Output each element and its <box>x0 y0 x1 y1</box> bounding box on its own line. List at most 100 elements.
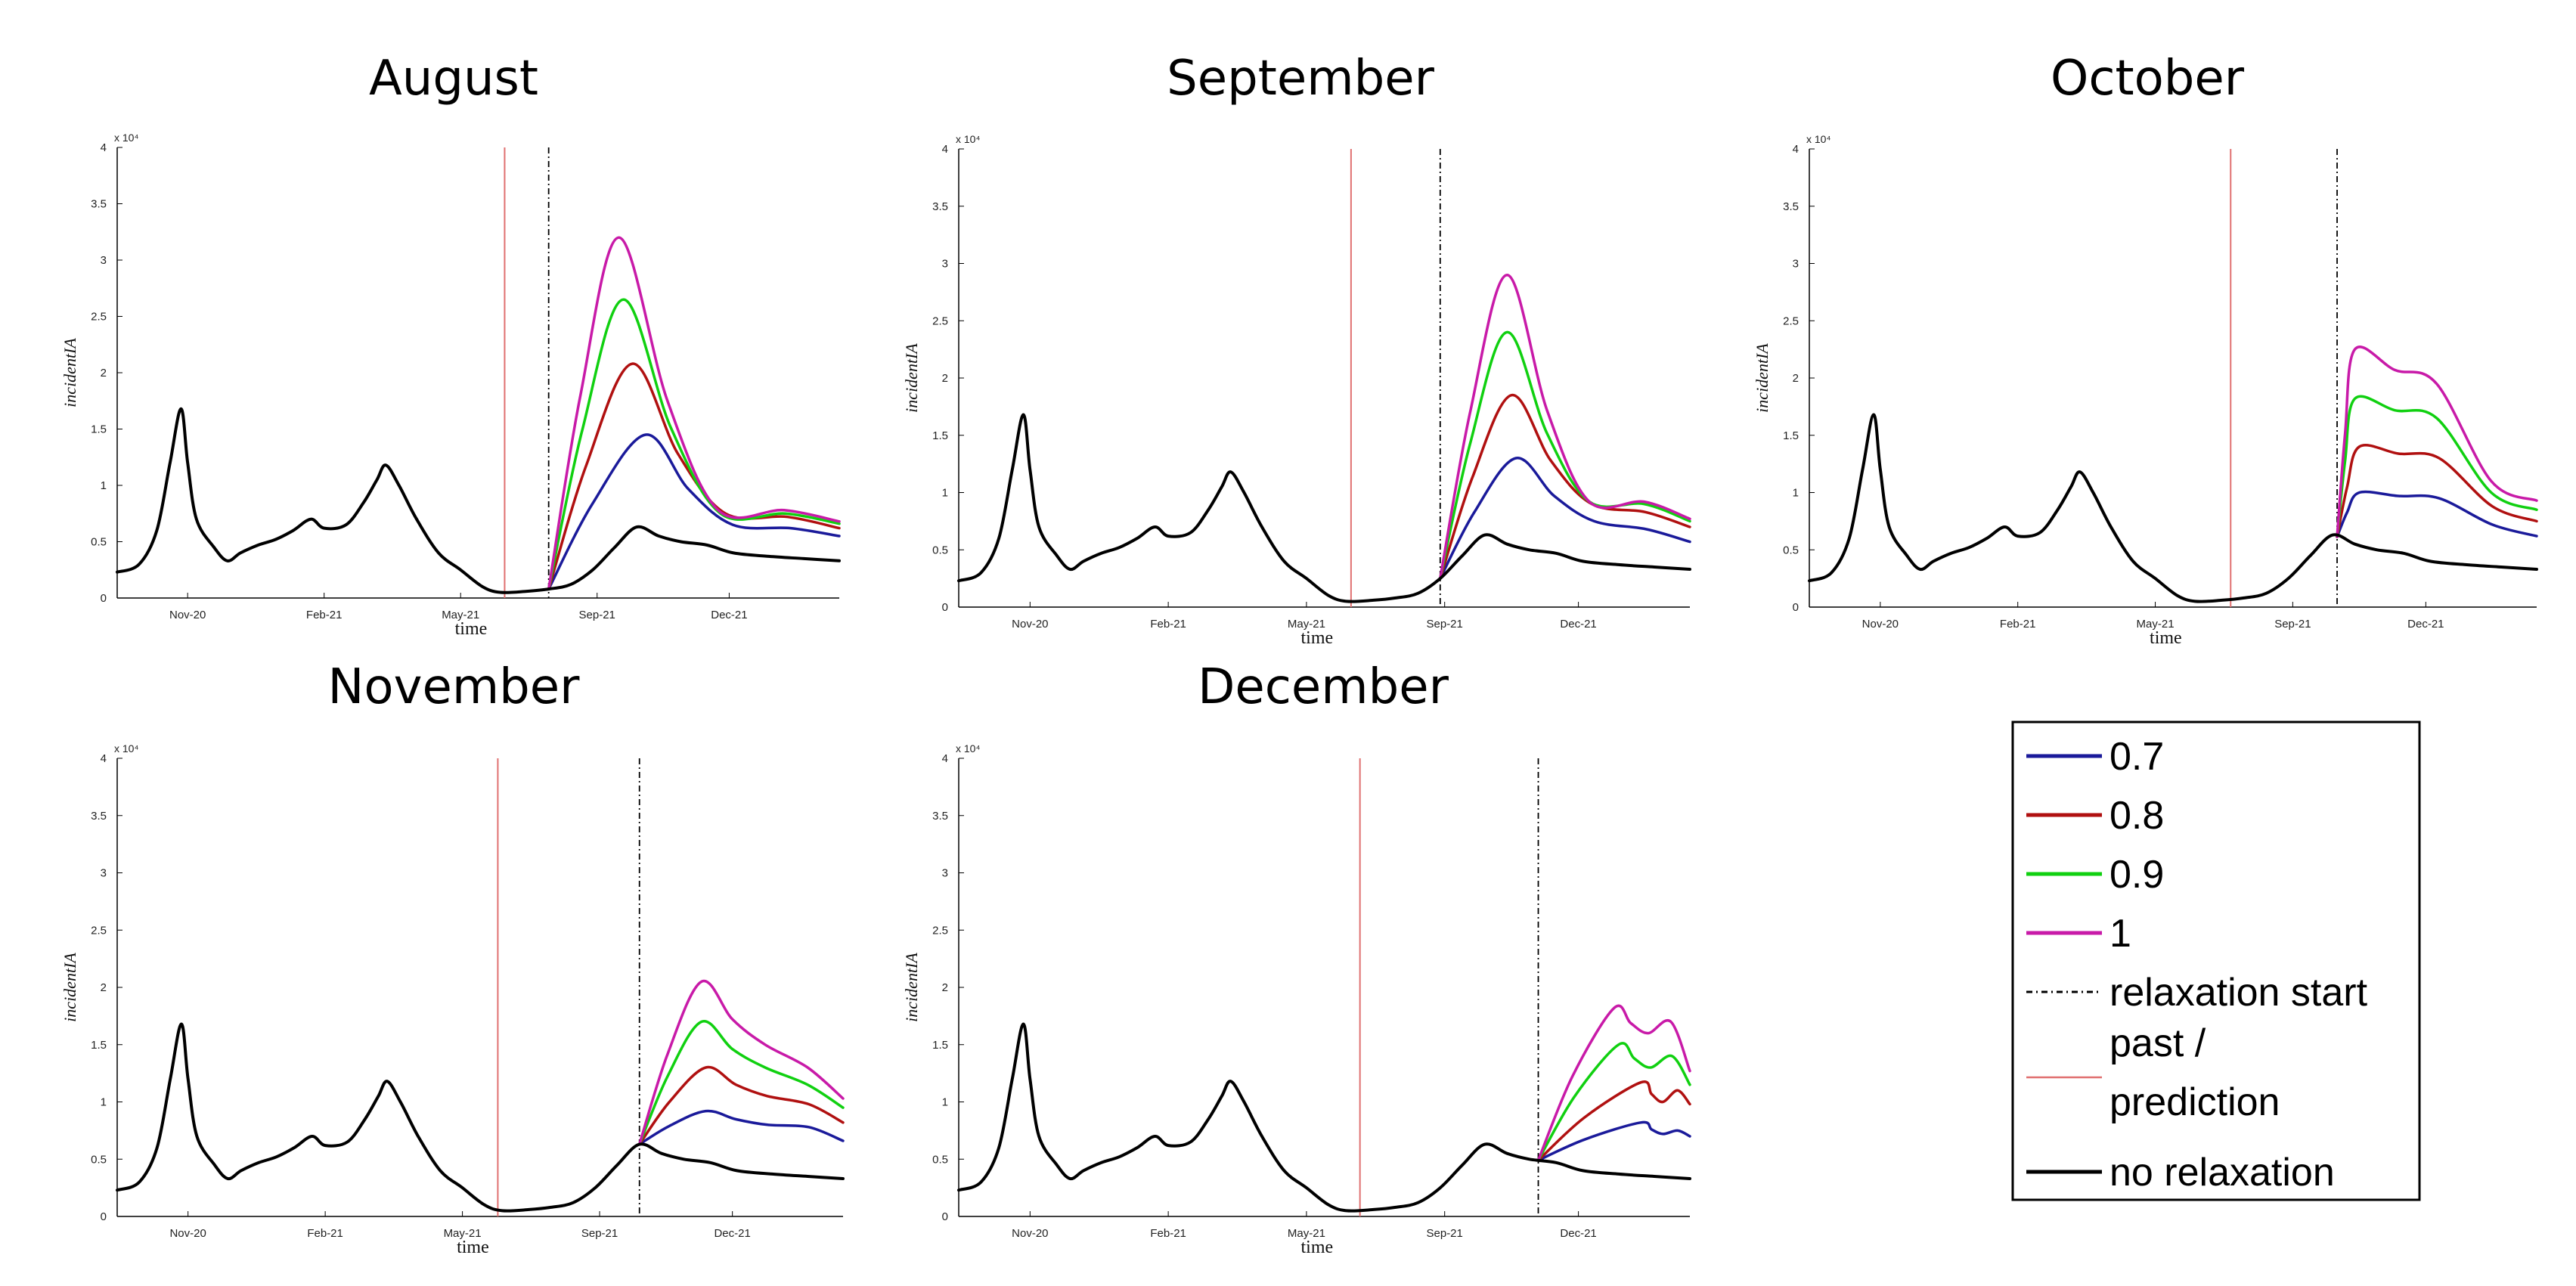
series-line-no-relaxation <box>957 1022 1691 1213</box>
y-tick-label: 0.5 <box>91 536 107 549</box>
panel-november: November 0 0.5 1 1.5 2 2.5 3 3.5 4 x 10⁴ Nov-20 Feb-… <box>60 659 845 1257</box>
y-axis-label: incidentIA <box>902 343 921 413</box>
x-tick-label: Sep-21 <box>579 609 615 621</box>
x-tick-label: May-21 <box>442 609 479 621</box>
x-tick-label: May-21 <box>1288 618 1325 631</box>
y-tick-label: 3 <box>1793 258 1799 271</box>
x-tick-label: Feb-21 <box>307 1227 343 1240</box>
x-tick-label: May-21 <box>1288 1227 1325 1240</box>
y-axis-label: incidentIA <box>60 338 79 407</box>
y-tick-label: 2 <box>1793 372 1799 385</box>
series-line-no-relaxation <box>116 1022 845 1213</box>
y-exponent-label: x 10⁴ <box>956 742 980 755</box>
panel-title: December <box>1198 659 1449 715</box>
y-axis-label: incidentIA <box>60 953 79 1022</box>
y-tick-label: 1 <box>101 1096 107 1109</box>
y-tick-label: 0.5 <box>932 544 948 556</box>
y-exponent-label: x 10⁴ <box>956 133 980 145</box>
y-exponent-label: x 10⁴ <box>1806 133 1830 145</box>
y-tick-label: 2 <box>942 372 948 385</box>
series-line-1 <box>547 236 841 590</box>
series-line-0-9 <box>2336 395 2538 538</box>
legend-box <box>2011 720 2421 1201</box>
y-tick-label: 3 <box>101 867 107 880</box>
y-tick-label: 3.5 <box>932 810 948 823</box>
series-line-0-9 <box>637 1020 845 1146</box>
y-tick-label: 0 <box>942 601 948 614</box>
y-tick-label: 0.5 <box>932 1153 948 1166</box>
x-axis-label: time <box>457 1238 489 1257</box>
x-tick-label: Dec-21 <box>711 609 747 621</box>
panel-title: August <box>369 51 538 107</box>
x-tick-label: May-21 <box>444 1227 482 1240</box>
x-tick-label: May-21 <box>2137 618 2175 631</box>
y-tick-label: 3 <box>942 258 948 271</box>
panel-december: December 0 0.5 1 1.5 2 2.5 3 3.5 4 x 10⁴ Nov-20 Feb-… <box>902 659 1691 1257</box>
y-tick-label: 0 <box>101 592 107 605</box>
panel-title: October <box>2051 51 2245 107</box>
x-tick-label: Nov-20 <box>169 1227 206 1240</box>
x-tick-label: Feb-21 <box>2000 618 2036 631</box>
x-tick-label: Nov-20 <box>1862 618 1899 631</box>
series-line-0-7 <box>637 1109 845 1146</box>
panel-title: November <box>328 659 581 715</box>
legend: 0.7 0.8 0.9 1 relaxation start past / predicti… <box>2011 720 2421 1201</box>
series-line-1 <box>1536 1004 1691 1162</box>
y-tick-label: 2.5 <box>932 924 948 937</box>
y-tick-label: 0.5 <box>91 1153 107 1166</box>
series-line-0-9 <box>1536 1042 1691 1162</box>
series-line-0-7 <box>1439 457 1691 580</box>
x-tick-label: Dec-21 <box>1560 1227 1596 1240</box>
y-tick-label: 0 <box>101 1210 107 1223</box>
y-tick-label: 1.5 <box>932 429 948 442</box>
x-tick-label: Nov-20 <box>1012 1227 1048 1240</box>
x-tick-label: Feb-21 <box>306 609 343 621</box>
y-tick-label: 2.5 <box>932 315 948 327</box>
x-tick-label: Feb-21 <box>1150 618 1186 631</box>
y-tick-label: 2 <box>101 981 107 994</box>
y-tick-label: 2.5 <box>91 924 107 937</box>
series-line-0-7 <box>2336 490 2538 538</box>
series-line-no-relaxation <box>957 413 1691 603</box>
panel-title: September <box>1167 51 1434 107</box>
legend-label: relaxation start <box>2109 971 2368 1015</box>
legend-label: 1 <box>2109 912 2131 956</box>
x-axis-label: time <box>2150 628 2182 648</box>
series-line-0-7 <box>547 433 841 590</box>
y-tick-label: 2 <box>101 367 107 380</box>
y-tick-label: 2.5 <box>91 311 107 324</box>
legend-label: prediction <box>2109 1080 2280 1124</box>
x-tick-label: Nov-20 <box>1012 618 1048 631</box>
x-axis-label: time <box>1301 1238 1334 1257</box>
y-exponent-label: x 10⁴ <box>114 132 138 144</box>
y-tick-label: 1 <box>1793 487 1799 500</box>
y-tick-label: 4 <box>942 143 948 156</box>
y-tick-label: 2.5 <box>1783 315 1799 327</box>
series-line-1 <box>2336 346 2538 538</box>
y-tick-label: 3.5 <box>932 200 948 213</box>
series-line-no-relaxation <box>1808 413 2538 603</box>
x-tick-label: Sep-21 <box>2274 618 2311 631</box>
y-tick-label: 2 <box>942 981 948 994</box>
series-line-0-8 <box>637 1065 845 1146</box>
panel-october: October 0 0.5 1 1.5 2 2.5 3 3.5 4 x 10⁴ Nov-20 Feb-2… <box>1753 51 2538 648</box>
x-tick-label: Nov-20 <box>169 609 206 621</box>
x-tick-label: Sep-21 <box>581 1227 618 1240</box>
y-tick-label: 1.5 <box>1783 429 1799 442</box>
x-axis-label: time <box>1301 628 1334 648</box>
y-tick-label: 3 <box>942 867 948 880</box>
y-tick-label: 0.5 <box>1783 544 1799 556</box>
x-tick-label: Feb-21 <box>1150 1227 1186 1240</box>
series-line-0-9 <box>1439 330 1691 580</box>
x-tick-label: Sep-21 <box>1427 1227 1463 1240</box>
y-axis-label: incidentIA <box>1753 343 1772 413</box>
panel-september: September 0 0.5 1 1.5 2 2.5 3 3.5 4 x 10⁴ Nov-20 Feb… <box>902 51 1691 648</box>
y-tick-label: 0 <box>942 1210 948 1223</box>
y-tick-label: 4 <box>101 141 107 154</box>
panel-august: August 0 0.5 1 1.5 2 2.5 3 3.5 4 x 10⁴ Nov-20 Feb-21… <box>60 51 841 639</box>
legend-label: past / <box>2109 1021 2206 1065</box>
y-tick-label: 1 <box>101 479 107 492</box>
legend-label: 0.8 <box>2109 794 2164 838</box>
y-tick-label: 1.5 <box>91 1039 107 1052</box>
